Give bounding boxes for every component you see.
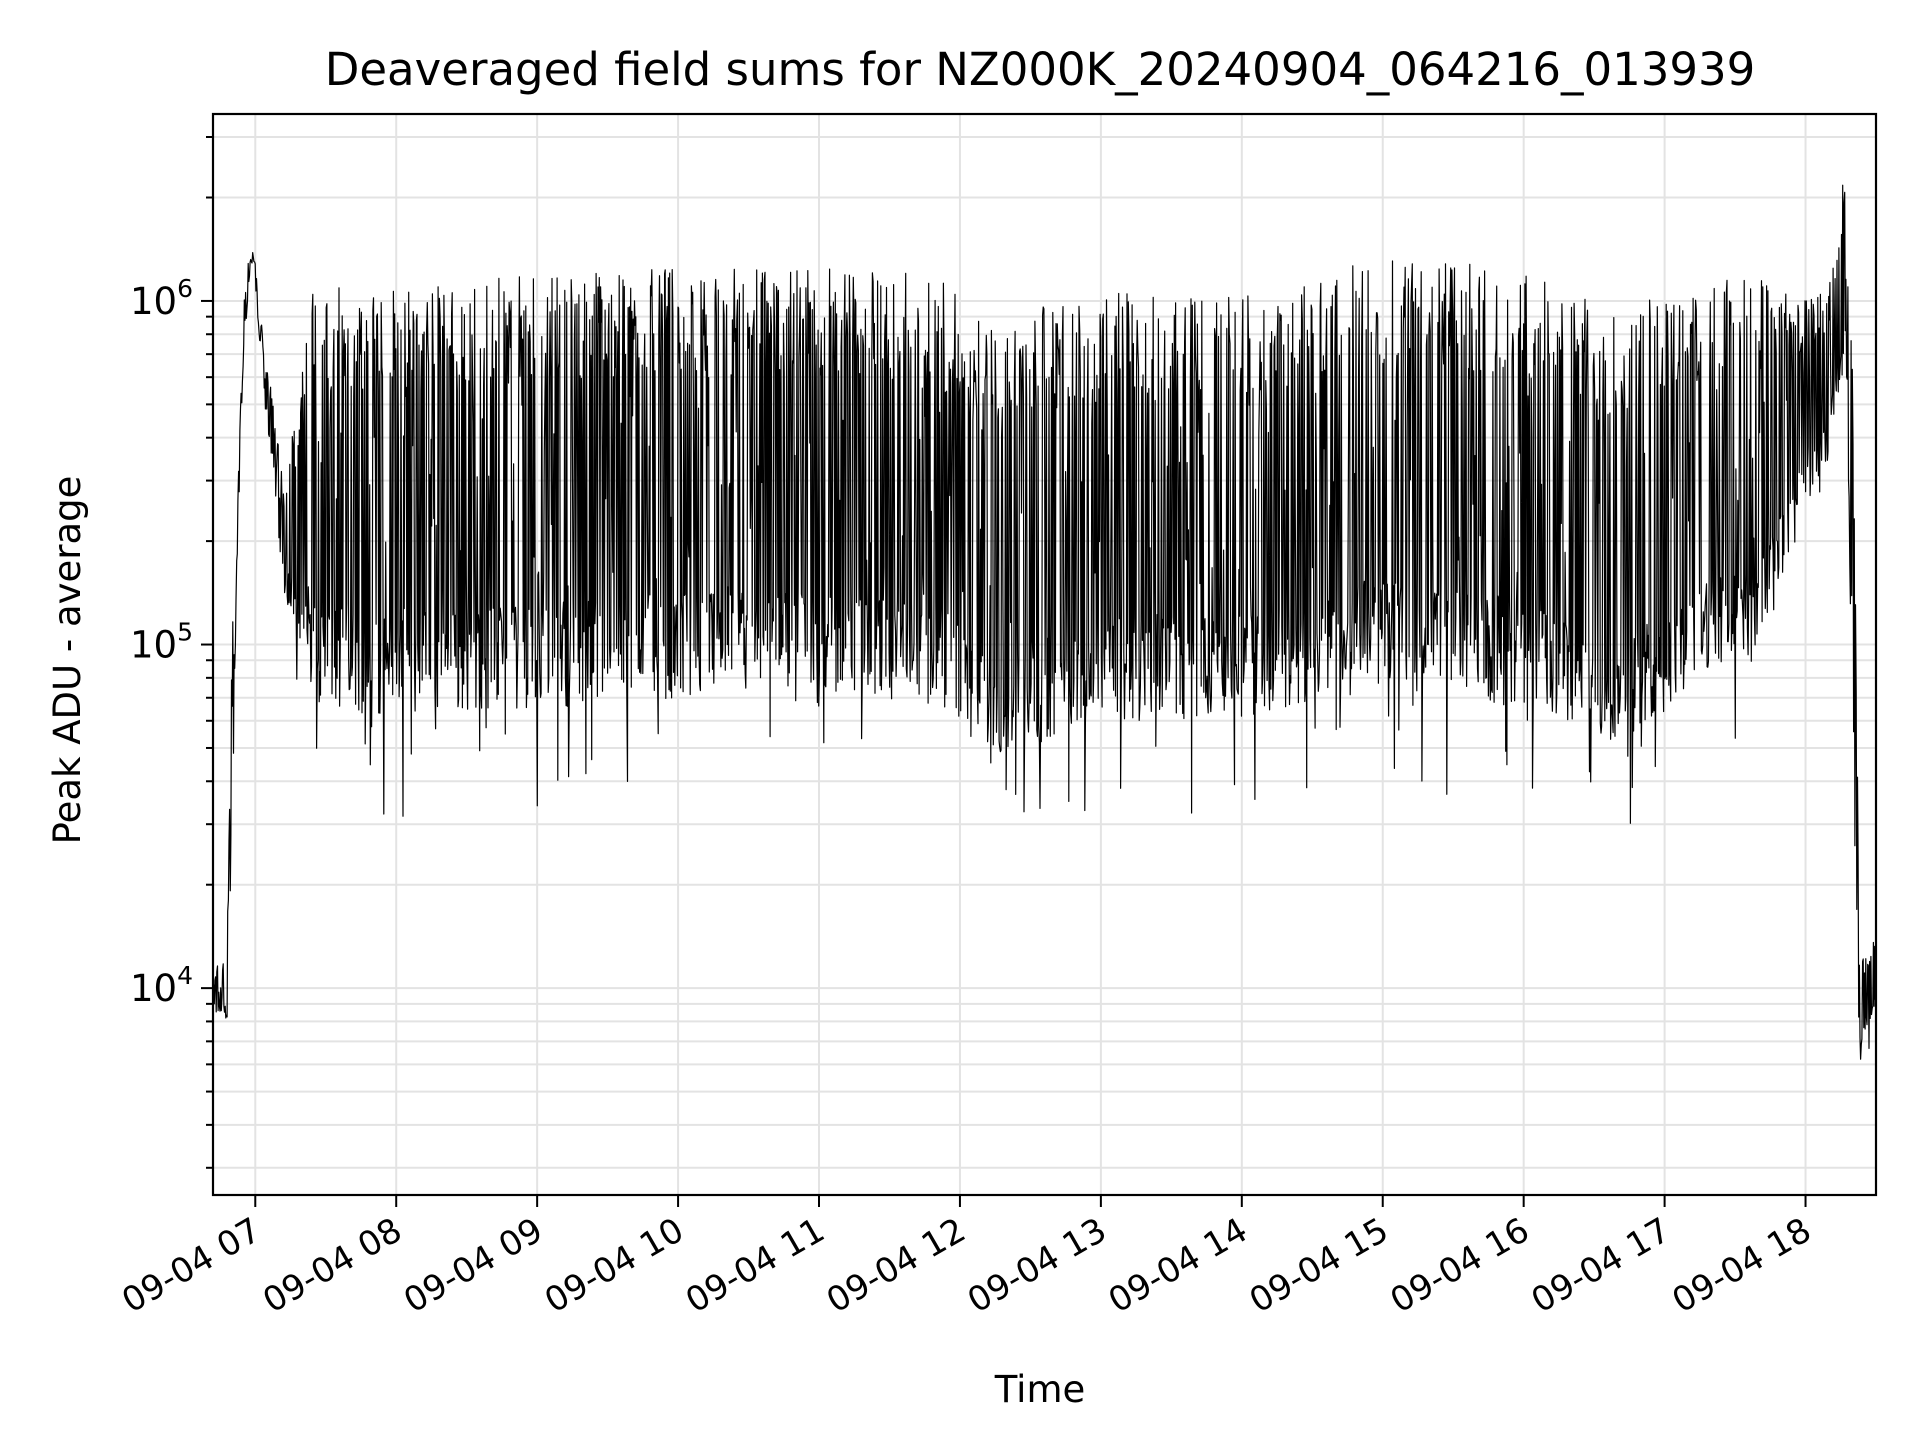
y-tick-label: 104 — [130, 961, 193, 1010]
y-tick-base: 10 — [130, 624, 177, 667]
x-axis-label: Time — [994, 1368, 1086, 1411]
axes-frame — [211, 112, 1878, 1197]
plot-area — [212, 184, 1877, 1060]
y-tick-exponent: 6 — [177, 274, 193, 303]
y-tick-exponent: 4 — [177, 961, 193, 990]
y-tick-exponent: 5 — [177, 618, 193, 647]
y-tick-base: 10 — [130, 280, 177, 323]
y-tick-label: 105 — [130, 618, 193, 667]
y-tick-label: 106 — [130, 274, 193, 323]
y-axis-label: Peak ADU - average — [46, 476, 89, 845]
chart-title: Deaveraged field sums for NZ000K_2024090… — [325, 43, 1756, 96]
series-line — [212, 184, 1877, 1060]
y-tick-base: 10 — [130, 967, 177, 1010]
